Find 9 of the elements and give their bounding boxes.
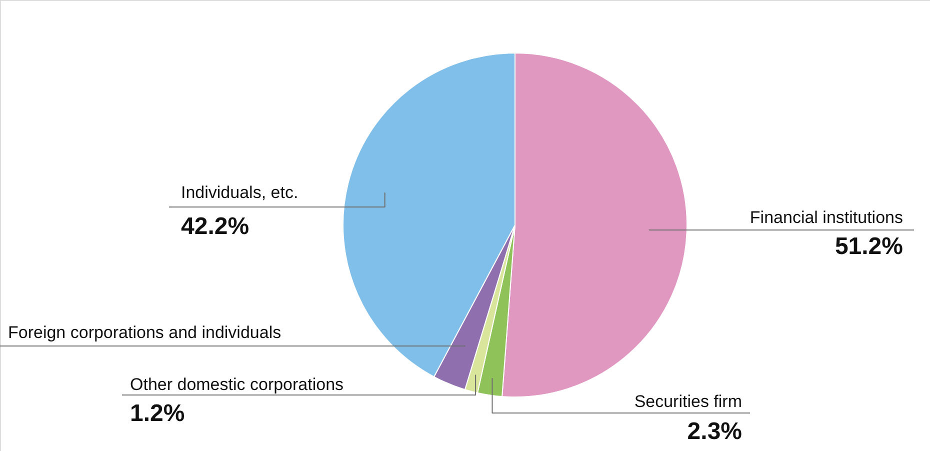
slice-label: Financial institutions (750, 208, 903, 227)
slice-label: Foreign corporations and individuals (8, 323, 282, 342)
data-label: 1.2% (130, 400, 185, 427)
data-label: 2.3% (687, 418, 742, 445)
slice-label: Individuals, etc. (181, 183, 298, 202)
slice-label: Other domestic corporations (130, 375, 344, 394)
slice-label: Securities firm (634, 392, 742, 411)
data-label: 51.2% (834, 233, 903, 260)
data-label: 42.2% (181, 213, 250, 240)
